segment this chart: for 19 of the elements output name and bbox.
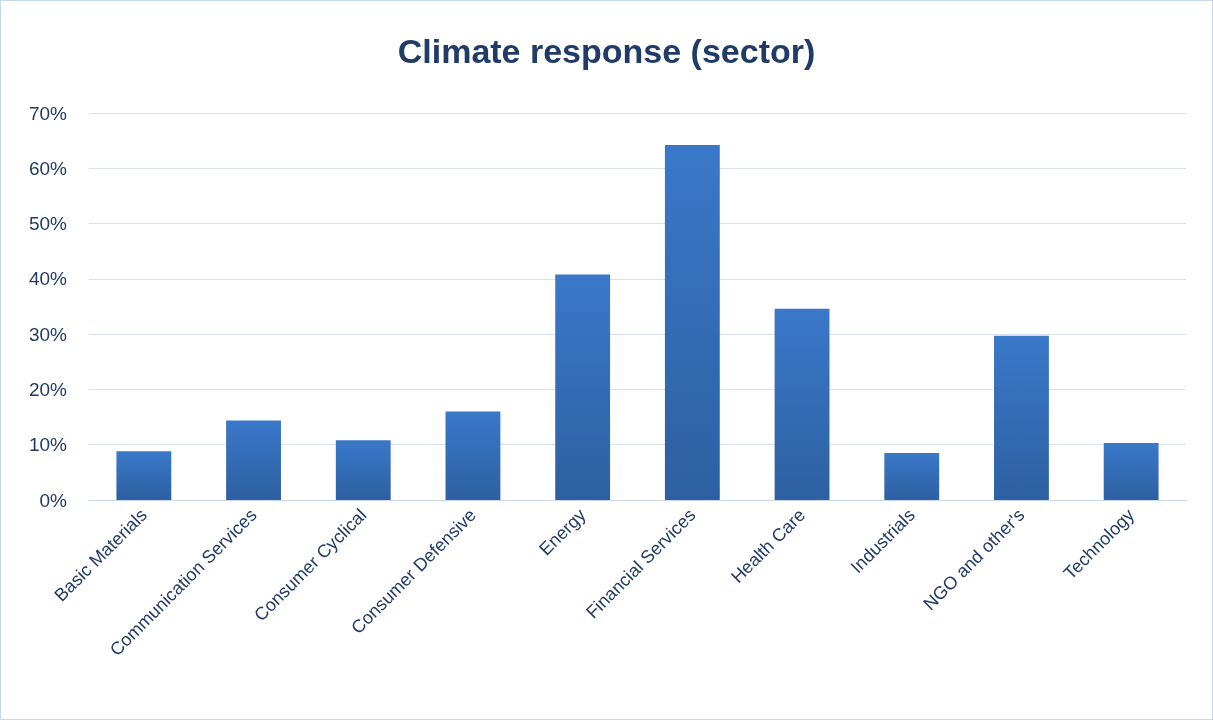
bar	[445, 411, 501, 500]
y-tick-label: 0%	[39, 489, 68, 511]
bar	[774, 308, 830, 500]
bar	[1103, 443, 1159, 500]
bar	[335, 440, 391, 500]
bar	[664, 145, 720, 500]
y-tick-label: 10%	[28, 434, 68, 456]
bar	[226, 420, 281, 500]
y-tick-label: 70%	[28, 102, 68, 124]
bar	[116, 451, 172, 500]
y-tick-label: 50%	[28, 213, 68, 235]
bar	[555, 274, 611, 500]
y-tick-label: 20%	[28, 378, 68, 400]
y-tick-label: 30%	[28, 323, 68, 345]
chart-title: Climate response (sector)	[397, 32, 816, 70]
bar	[884, 453, 940, 500]
y-tick-label: 40%	[28, 268, 68, 290]
y-tick-label: 60%	[28, 157, 68, 179]
bar	[994, 335, 1049, 500]
